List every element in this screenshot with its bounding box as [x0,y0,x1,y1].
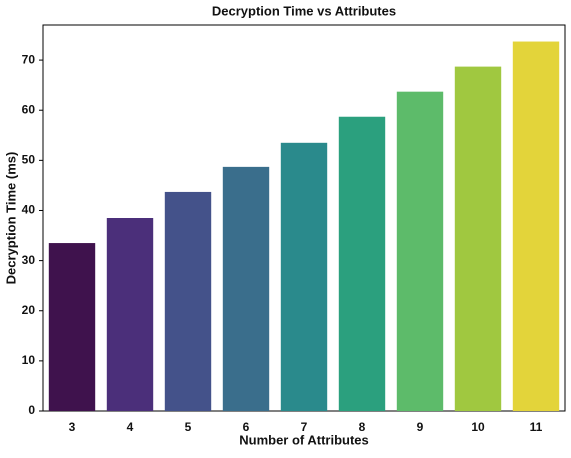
bar [106,218,154,411]
x-tick-label: 8 [359,420,366,434]
x-tick-label: 6 [243,420,250,434]
y-tick-label: 10 [22,353,36,367]
x-tick-label: 9 [417,420,424,434]
x-tick-label: 11 [530,420,543,434]
x-axis-label: Number of Attributes [239,432,369,447]
y-tick-label: 60 [22,102,36,116]
y-tick-label: 0 [28,403,35,417]
y-axis-label: Decryption Time (ms) [3,152,18,285]
chart-title: Decryption Time vs Attributes [212,3,396,18]
x-tick-label: 10 [471,420,485,434]
x-tick-label: 4 [127,420,134,434]
bar [222,166,270,411]
bar [454,66,502,412]
y-tick-label: 40 [22,203,36,217]
bar [396,91,444,411]
y-tick-label: 70 [22,52,36,66]
x-tick-label: 7 [301,420,308,434]
y-tick-label: 50 [22,153,36,167]
x-tick-label: 3 [69,420,76,434]
y-tick-label: 20 [22,303,36,317]
y-tick-label: 30 [22,253,36,267]
bar [280,142,328,412]
bar [512,41,560,412]
bar [338,116,386,411]
bar [164,191,212,411]
bar [48,243,96,411]
x-tick-label: 5 [185,420,192,434]
